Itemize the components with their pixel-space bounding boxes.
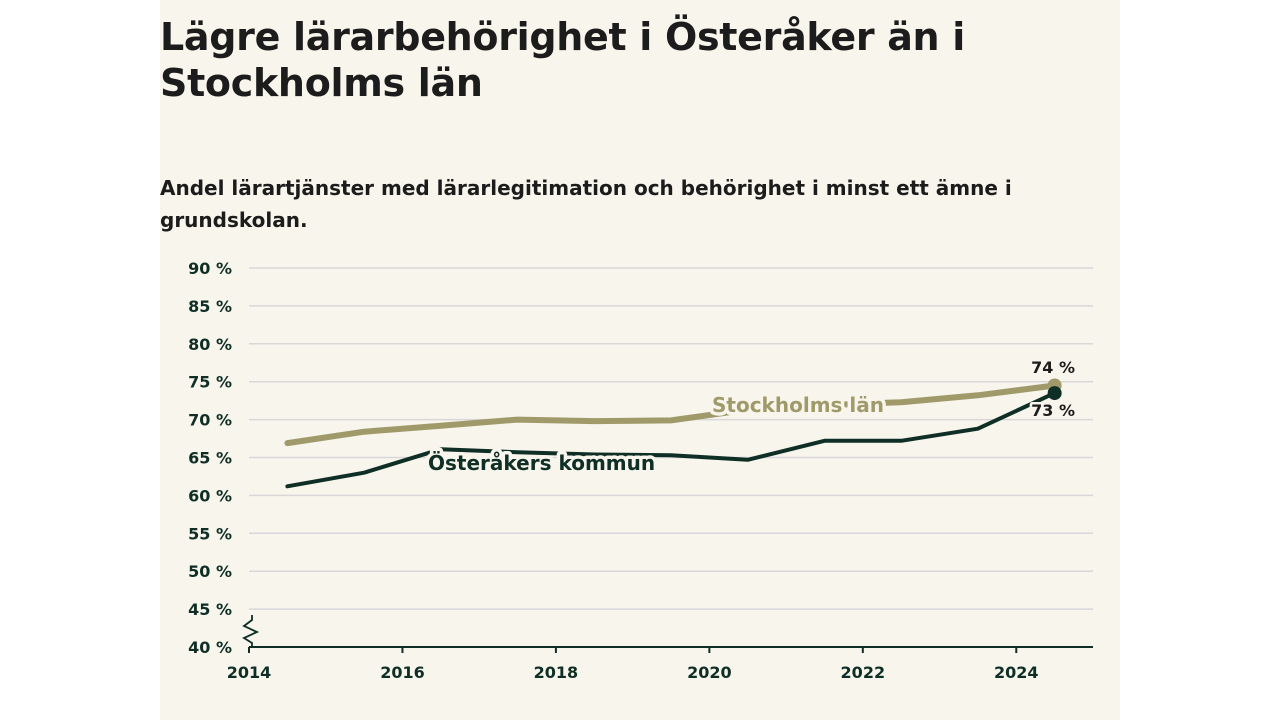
x-tick-label: 2024 [994, 663, 1039, 682]
x-tick-label: 2020 [687, 663, 732, 682]
axis-break-icon [242, 615, 260, 647]
end-value-label: 73 % [1031, 401, 1075, 420]
y-tick-label: 70 % [188, 411, 232, 430]
line-chart: 40 % 45 % 50 % 55 % 60 % 65 % 70 % 75 % 80 % 85 %… [188, 259, 1093, 682]
series-line [284, 382, 1058, 447]
y-tick-label: 60 % [188, 486, 232, 505]
y-tick-label: 85 % [188, 297, 232, 316]
x-tick-label: 2022 [841, 663, 886, 682]
chart-title: Lägre lärarbehörighet i Österåker än i S… [160, 15, 965, 105]
x-tick-label: 2018 [534, 663, 579, 682]
end-value-label: 74 % [1031, 358, 1075, 377]
y-tick-label: 55 % [188, 524, 232, 543]
series-line [285, 391, 1057, 489]
chart-panel: Lägre lärarbehörighet i Österåker än i S… [160, 0, 1120, 720]
end-marker [1047, 386, 1062, 401]
y-tick-label: 90 % [188, 259, 232, 278]
y-tick-label: 80 % [188, 335, 232, 354]
y-tick-label: 50 % [188, 562, 232, 581]
y-tick-label: 45 % [188, 600, 232, 619]
x-tick-label: 2016 [380, 663, 425, 682]
chart-subtitle: Andel lärartjänster med lärarlegitimatio… [160, 176, 1012, 232]
x-tick-label: 2014 [227, 663, 272, 682]
y-tick-label: 40 % [188, 638, 232, 657]
series-label: Stockholms län [712, 393, 884, 417]
y-tick-label: 75 % [188, 373, 232, 392]
y-tick-label: 65 % [188, 449, 232, 468]
series-label: Österåkers kommun [428, 451, 655, 475]
